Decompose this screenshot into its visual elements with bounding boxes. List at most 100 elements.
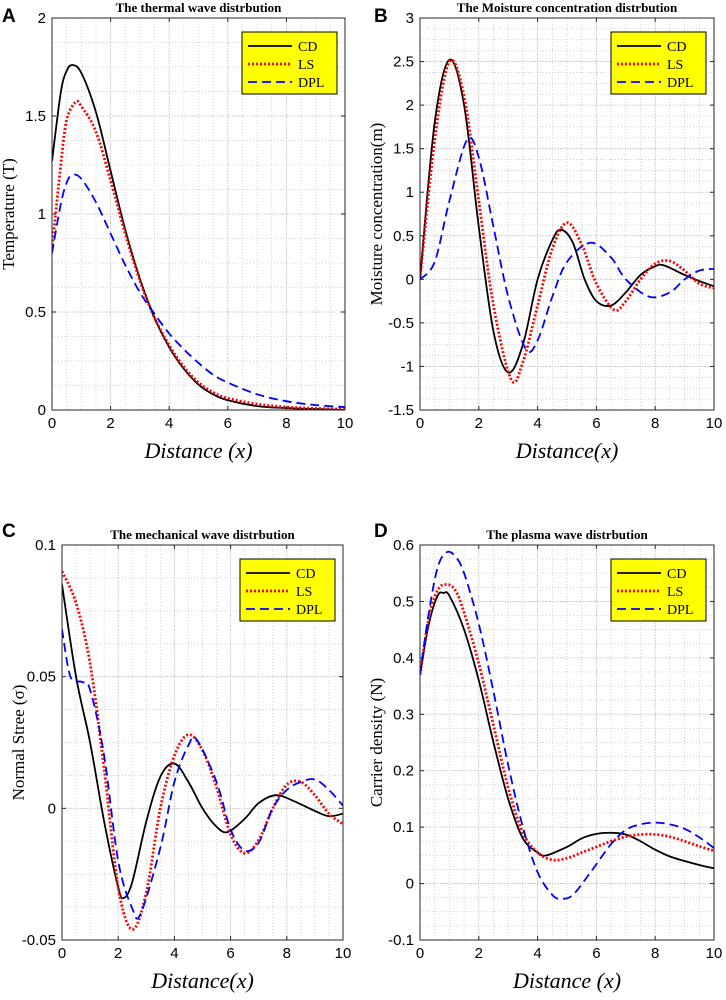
legend-label-DPL: DPL (296, 603, 322, 618)
series-line-LS (420, 58, 714, 384)
x-tick-label: 2 (475, 945, 483, 962)
x-tick-label: 8 (283, 945, 291, 962)
y-tick-label: -0.5 (388, 315, 414, 332)
x-tick-label: 10 (335, 945, 352, 962)
x-tick-label: 0 (416, 415, 424, 432)
legend-label-LS: LS (667, 585, 683, 600)
x-tick-label: 8 (651, 945, 659, 962)
x-tick-label: 4 (165, 415, 173, 432)
y-tick-label: 2 (406, 97, 414, 114)
x-tick-label: 10 (337, 415, 354, 432)
y-tick-label: -1 (401, 358, 414, 375)
y-tick-label: 0.5 (393, 228, 414, 245)
legend-label-CD: CD (667, 567, 686, 582)
series-line-DPL (420, 136, 714, 353)
series-line-CD (62, 584, 343, 900)
y-axis-label: Moisture concentration(m) (367, 123, 386, 306)
chart-panel-B: 0 2 4 6 8 10 -1.5 -1 -0.5 0 0.5 1 1.5 2 2.5 3 The Moistu… (367, 0, 722, 463)
y-axis-label: Temperature (T) (0, 158, 18, 270)
x-tick-label: 4 (533, 415, 541, 432)
x-tick-label: 4 (533, 945, 541, 962)
legend: CD LS DPL (241, 31, 338, 95)
panel-letter: D (374, 521, 388, 542)
series-line-LS (52, 99, 345, 410)
x-tick-label: 6 (226, 945, 234, 962)
legend-label-LS: LS (298, 58, 314, 73)
chart-panel-A: 0 2 4 6 8 10 0 0.5 1 1.5 2 The thermal wave distrbu… (0, 0, 353, 463)
y-tick-label: 0.6 (393, 537, 414, 554)
panel-letter: B (374, 6, 388, 27)
panel-letter: C (2, 521, 16, 542)
legend-label-DPL: DPL (667, 76, 693, 91)
y-tick-label: 2 (38, 10, 46, 27)
x-tick-label: 0 (48, 415, 56, 432)
series-line-LS (420, 583, 714, 862)
x-tick-label: 2 (475, 415, 483, 432)
series-line-DPL (420, 550, 714, 900)
legend: CD LS DPL (239, 558, 336, 622)
y-tick-label: 1 (406, 184, 414, 201)
legend-label-CD: CD (667, 40, 686, 55)
x-tick-label: 2 (106, 415, 114, 432)
y-tick-label: 0.1 (393, 819, 414, 836)
legend-label-CD: CD (296, 567, 315, 582)
x-tick-label: 8 (651, 415, 659, 432)
x-tick-label: 0 (58, 945, 66, 962)
x-tick-label: 6 (224, 415, 232, 432)
x-tick-label: 10 (706, 945, 723, 962)
y-axis-label: Carrier density (N) (367, 678, 386, 807)
y-tick-label: 0.5 (393, 593, 414, 610)
y-tick-label: 0 (38, 402, 46, 419)
axes-box (419, 17, 715, 411)
y-tick-label: 0 (406, 271, 414, 288)
axes-box (61, 544, 344, 941)
legend-label-LS: LS (296, 585, 312, 600)
legend-label-CD: CD (298, 40, 317, 55)
y-tick-label: 2.5 (393, 54, 414, 71)
chart-title: The thermal wave distrbution (116, 0, 283, 15)
series-line-CD (420, 591, 714, 870)
y-tick-label: 0 (406, 876, 414, 893)
y-tick-label: 1.5 (393, 141, 414, 158)
y-tick-label: -1.5 (388, 402, 414, 419)
x-tick-label: 0 (416, 945, 424, 962)
y-tick-label: -0.1 (388, 932, 414, 949)
y-tick-label: 0.4 (393, 650, 414, 667)
series-line-DPL (62, 629, 343, 920)
x-tick-label: 10 (706, 415, 723, 432)
x-tick-label: 8 (282, 415, 290, 432)
y-tick-label: 1.5 (25, 108, 46, 125)
y-tick-label: 1 (38, 206, 46, 223)
y-tick-label: -0.05 (22, 932, 56, 949)
chart-title: The plasma wave distrbution (486, 527, 648, 542)
legend-label-DPL: DPL (667, 603, 693, 618)
panel-letter: A (2, 6, 16, 27)
y-tick-label: 0.2 (393, 763, 414, 780)
y-axis-label: Normal Stree (σ) (9, 685, 28, 801)
x-axis-label: Distance(x) (150, 968, 254, 993)
x-tick-label: 4 (170, 945, 178, 962)
legend: CD LS DPL (610, 31, 707, 95)
chart-title: The Moisture concentration distrbution (457, 0, 678, 15)
chart-title: The mechanical wave distrbution (110, 527, 295, 542)
x-tick-label: 6 (592, 945, 600, 962)
y-tick-label: 0 (48, 800, 56, 817)
legend-label-DPL: DPL (298, 76, 324, 91)
legend: CD LS DPL (610, 558, 707, 622)
y-tick-label: 0.3 (393, 706, 414, 723)
y-tick-label: 0.1 (35, 537, 56, 554)
x-tick-label: 2 (114, 945, 122, 962)
y-tick-label: 0.05 (27, 669, 56, 686)
series-line-LS (62, 570, 343, 931)
series-line-CD (52, 64, 345, 410)
legend-label-LS: LS (667, 58, 683, 73)
y-tick-label: 0.5 (25, 304, 46, 321)
x-axis-label: Distance (x) (512, 968, 621, 993)
y-tick-label: 3 (406, 10, 414, 27)
x-axis-label: Distance (x) (143, 438, 252, 463)
series-line-DPL (52, 173, 345, 408)
axes-box (419, 544, 715, 941)
